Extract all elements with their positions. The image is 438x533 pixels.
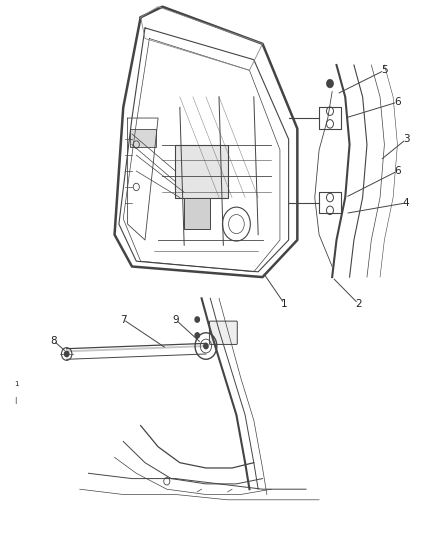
Text: 3: 3: [403, 134, 410, 144]
Circle shape: [64, 351, 69, 357]
Bar: [130, 128, 156, 147]
Text: 1: 1: [281, 298, 288, 309]
Circle shape: [195, 333, 199, 338]
Circle shape: [326, 79, 333, 88]
Text: 5: 5: [381, 66, 388, 75]
Text: 2: 2: [355, 298, 362, 309]
Text: 9: 9: [172, 314, 179, 325]
Circle shape: [195, 317, 199, 322]
Text: 8: 8: [50, 336, 57, 346]
Bar: [184, 198, 210, 229]
Circle shape: [204, 343, 208, 349]
Text: |: |: [14, 397, 17, 403]
Text: 4: 4: [403, 198, 410, 208]
Bar: [176, 144, 228, 198]
FancyBboxPatch shape: [209, 321, 237, 344]
Text: 6: 6: [394, 166, 401, 176]
Text: 7: 7: [120, 314, 127, 325]
Text: 1: 1: [14, 381, 19, 387]
Text: 6: 6: [394, 97, 401, 107]
